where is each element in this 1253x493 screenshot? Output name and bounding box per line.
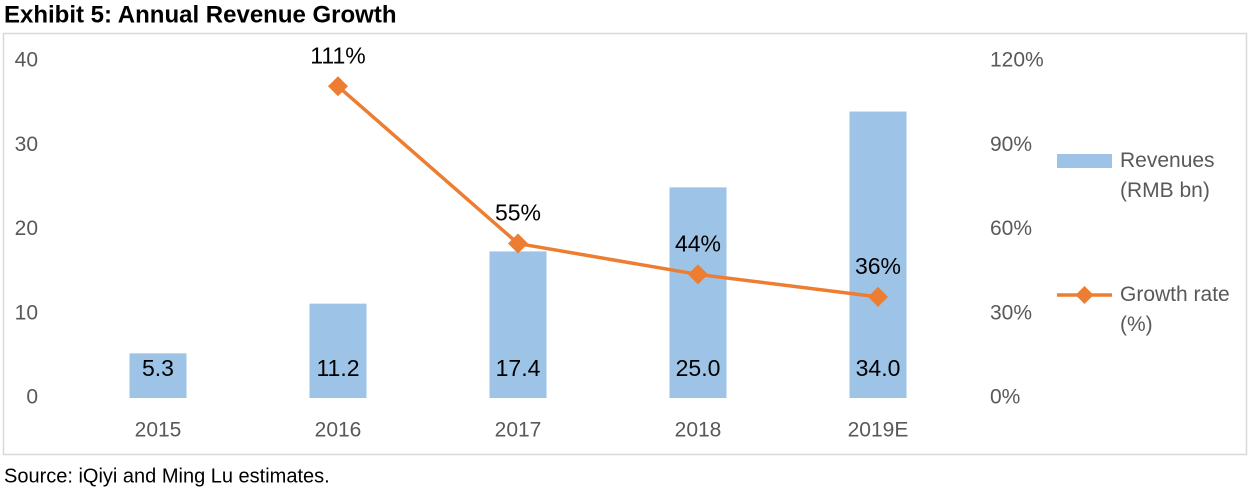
line-value-label: 111% bbox=[310, 42, 365, 68]
y2-tick-label: 90% bbox=[990, 133, 1032, 156]
bar bbox=[849, 111, 907, 399]
y-tick-label: 30 bbox=[15, 133, 38, 156]
x-tick-label: 2018 bbox=[675, 419, 722, 442]
line-value-label: 44% bbox=[675, 231, 721, 257]
bar bbox=[489, 251, 547, 398]
line-marker bbox=[868, 286, 888, 307]
legend-label: Growth rate (%) bbox=[1120, 283, 1230, 336]
y-tick-label: 40 bbox=[15, 49, 38, 72]
y2-tick-label: 30% bbox=[990, 301, 1032, 324]
chart-border bbox=[2, 32, 1248, 456]
bar-value-label: 11.2 bbox=[316, 355, 359, 381]
bar-value-label: 34.0 bbox=[856, 355, 901, 381]
y-tick-label: 10 bbox=[15, 301, 38, 324]
y-tick-label: 20 bbox=[15, 217, 38, 240]
bar bbox=[669, 187, 727, 398]
y2-tick-label: 60% bbox=[990, 217, 1032, 240]
line-value-label: 55% bbox=[495, 200, 541, 226]
line-value-label: 36% bbox=[855, 253, 901, 279]
y2-tick-label: 0% bbox=[990, 386, 1020, 409]
source-note: Source: iQiyi and Ming Lu estimates. bbox=[4, 465, 330, 487]
legend-swatch bbox=[1057, 154, 1112, 168]
x-tick-label: 2017 bbox=[495, 419, 542, 442]
y2-tick-label: 120% bbox=[990, 49, 1044, 72]
x-tick-label: 2015 bbox=[135, 419, 182, 442]
line-marker bbox=[328, 76, 348, 97]
bar-value-label: 17.4 bbox=[496, 355, 541, 381]
bar-value-label: 25.0 bbox=[676, 355, 721, 381]
chart-title: Exhibit 5: Annual Revenue Growth bbox=[4, 1, 396, 28]
line-marker bbox=[508, 233, 528, 254]
x-tick-label: 2016 bbox=[315, 419, 362, 442]
x-tick-label: 2019E bbox=[848, 419, 909, 442]
bar bbox=[309, 303, 367, 398]
legend-label: Revenues (RMB bn) bbox=[1120, 149, 1215, 202]
line bbox=[336, 84, 879, 299]
legend-swatch bbox=[1075, 286, 1094, 304]
y-tick-label: 0 bbox=[26, 386, 38, 409]
bar-value-label: 5.3 bbox=[142, 355, 174, 381]
line-marker bbox=[688, 264, 708, 285]
bar bbox=[129, 353, 187, 398]
